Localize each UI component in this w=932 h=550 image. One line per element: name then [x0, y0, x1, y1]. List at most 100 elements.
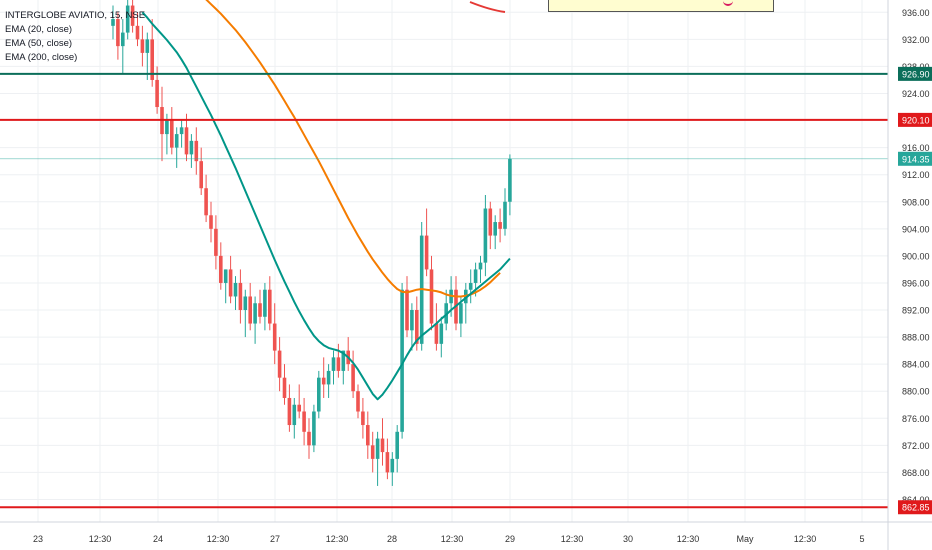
candle-body [258, 303, 262, 317]
candle-body [184, 127, 189, 155]
time-tick-label: 23 [33, 534, 43, 544]
legend-ema20[interactable]: EMA (20, close) [5, 24, 73, 35]
candle-body [228, 269, 233, 297]
candle-body [366, 425, 370, 446]
candle-body [317, 377, 321, 412]
price-tick-label: 900.00 [902, 251, 930, 261]
level-tag-2-bg [898, 500, 932, 515]
price-tick-label: 864.00 [902, 495, 930, 505]
ema20-series [141, 11, 511, 401]
price-tick-label: 912.00 [902, 170, 930, 180]
candle-series[interactable] [111, 0, 512, 486]
candle-body [238, 282, 243, 311]
level-tag-1-label: 920.10 [902, 115, 930, 125]
candle-body [424, 235, 429, 270]
legend-ema50[interactable]: EMA (50, close) [5, 38, 73, 49]
candle-body [400, 289, 404, 432]
time-tick-label: 12:30 [794, 534, 817, 544]
candle-body [478, 262, 483, 270]
candle-body [243, 296, 248, 311]
candle-body [140, 39, 145, 53]
candle-body [380, 438, 385, 453]
time-tick-label: 5 [859, 534, 864, 544]
candle-body [174, 134, 179, 148]
candle-body [125, 5, 130, 33]
candle-body [223, 269, 228, 283]
candle-body [111, 19, 115, 26]
candle-body [415, 310, 419, 344]
price-tick-label: 892.00 [902, 306, 930, 316]
candle-body [194, 140, 199, 162]
price-tick-label: 888.00 [902, 333, 930, 343]
candle-body [390, 458, 395, 473]
candle-body [434, 323, 439, 344]
ema50-series [205, 0, 501, 298]
candle-body [321, 377, 326, 385]
annotation-box[interactable] [548, 0, 774, 12]
candle-body [282, 377, 287, 398]
candle-body [272, 323, 277, 351]
candle-body [277, 350, 282, 378]
candle-body [170, 120, 174, 148]
price-tick-label: 904.00 [902, 224, 930, 234]
legend-symbol[interactable]: INTERGLOBE AVIATIO, 15, NSE [5, 10, 146, 21]
candle-body [189, 140, 194, 155]
price-axis[interactable]: 936.00932.00928.00924.00920.00916.00912.… [887, 0, 932, 550]
time-tick-label: 12:30 [326, 534, 349, 544]
legend-ema200[interactable]: EMA (200, close) [5, 52, 78, 63]
candle-body [493, 222, 497, 236]
candle-body [263, 289, 267, 317]
price-tick-label: 868.00 [902, 468, 930, 478]
candle-body [429, 269, 434, 324]
ema50-line [205, 0, 501, 298]
candle-body [233, 282, 238, 297]
candle-body [439, 323, 444, 344]
candle-body [488, 208, 493, 236]
level-tag-2-label: 862.85 [902, 503, 930, 513]
level-tag-0-bg [898, 66, 932, 81]
time-tick-label: 12:30 [207, 534, 230, 544]
candle-body [312, 411, 316, 446]
candle-body [135, 25, 140, 40]
candle-body [150, 39, 154, 80]
candle-body [351, 364, 355, 392]
annotation-mark [723, 0, 733, 6]
candle-body [297, 404, 301, 412]
candle-body [361, 411, 365, 426]
candle-body [341, 350, 346, 371]
time-axis[interactable]: 23 12:30 24 12:30 27 12:30 28 12:30 29 12:30 30 12:… [0, 521, 932, 544]
candle-body [503, 201, 507, 229]
candle-body [248, 296, 252, 324]
candle-body [498, 222, 502, 229]
candle-body [375, 438, 380, 459]
candle-body [410, 310, 414, 331]
candle-body [130, 5, 135, 26]
candle-body [116, 19, 120, 47]
ema20-line [141, 11, 511, 401]
candle-body [405, 289, 409, 331]
price-tick-label: 932.00 [902, 35, 930, 45]
candle-body [179, 127, 184, 135]
time-tick-label: 12:30 [677, 534, 700, 544]
candle-body [145, 39, 150, 53]
time-tick-label: 12:30 [441, 534, 464, 544]
candle-body [268, 289, 272, 324]
horizontal-levels[interactable] [0, 72, 888, 509]
time-tick-label: 30 [623, 534, 633, 544]
chart-legend: INTERGLOBE AVIATIO, 15, NSE EMA (20, clo… [5, 9, 145, 65]
candle-body [459, 303, 463, 324]
candle-body [473, 269, 478, 283]
price-tick-label: 908.00 [902, 197, 930, 207]
price-tick-label: 936.00 [902, 8, 930, 18]
time-tick-label: 29 [505, 534, 515, 544]
time-tick-label: 12:30 [89, 534, 112, 544]
ema200-series [469, 1, 506, 13]
candle-body [199, 161, 203, 189]
candle-body [356, 391, 360, 412]
candle-body [165, 120, 169, 135]
candle-body [302, 411, 306, 432]
candle-body [121, 32, 125, 47]
candle-body [326, 370, 331, 385]
candle-body [204, 188, 208, 216]
